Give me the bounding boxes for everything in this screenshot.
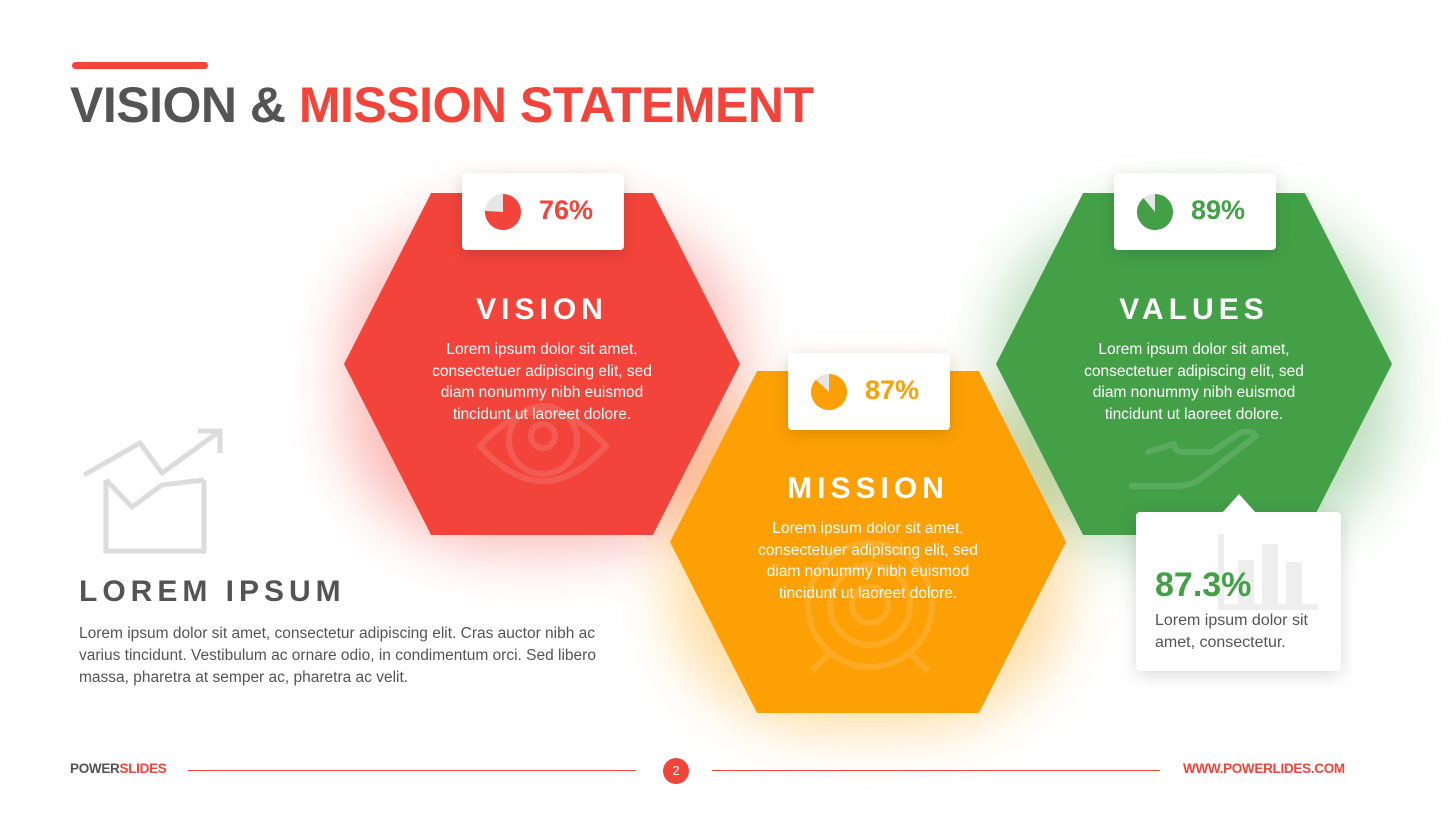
values-title: VALUES (1119, 293, 1269, 326)
footer-brand-part-1: POWER (70, 761, 120, 776)
title-part-2: MISSION STATEMENT (298, 77, 814, 133)
vision-text-line: tincidunt ut laoreet dolore. (452, 405, 632, 423)
mission-pie-icon (811, 374, 848, 410)
mission-text-line: diam nonummy nibh euismod (766, 563, 970, 580)
values-pie-icon (1137, 194, 1174, 230)
values-percent: 89% (1191, 195, 1246, 225)
values-percent-card: 89% (1114, 173, 1276, 250)
mission-text: Lorem ipsum dolor sit amet, consectetuer… (670, 518, 1066, 604)
values-text-line: consectetuer adipiscing elit, sed (1084, 362, 1304, 380)
stat-text: Lorem ipsum dolor sit amet, consectetur. (1155, 612, 1308, 651)
lorem-line: Lorem ipsum dolor sit amet, consectetur … (79, 625, 596, 642)
footer-divider-left (188, 770, 636, 771)
lorem-paragraph: Lorem ipsum dolor sit amet, consectetur … (79, 623, 679, 689)
house-growth-icon (82, 428, 223, 554)
footer-brand-part-2: SLIDES (119, 761, 167, 776)
values-text-line: Lorem ipsum dolor sit amet, (1098, 341, 1290, 358)
lorem-line: varius tincidunt. Vestibulum ac ornare o… (79, 647, 596, 664)
mission-percent: 87% (865, 375, 920, 405)
stat-value: 87.3% (1155, 566, 1252, 604)
stat-card-pointer (1222, 494, 1256, 513)
mission-text-line: Lorem ipsum dolor sit amet, (772, 520, 964, 537)
mission-title: MISSION (787, 472, 949, 505)
bar-chart-icon (1218, 534, 1318, 610)
lorem-title: LOREM IPSUM (79, 575, 346, 608)
eye-icon (476, 403, 610, 484)
footer-url[interactable]: WWW.POWERLIDES.COM (1183, 761, 1345, 776)
title-part-1: VISION & (70, 77, 299, 133)
footer-brand: POWERSLIDES (70, 761, 167, 776)
values-pie-slice (1137, 194, 1174, 230)
values-hexagon (996, 193, 1392, 535)
vision-text-line: diam nonummy nibh euismod (440, 384, 644, 401)
vision-text-line: Lorem ipsum dolor sit amet, (446, 341, 638, 358)
footer-divider-right (712, 770, 1160, 771)
lorem-line: massa, pharetra at semper ac, pharetra a… (79, 669, 409, 686)
target-icon (805, 540, 935, 674)
page-number: 2 (663, 758, 689, 784)
values-text-line: diam nonummy nibh euismod (1092, 384, 1296, 401)
mission-pie-slice (811, 374, 848, 410)
values-text: Lorem ipsum dolor sit amet, consectetuer… (996, 339, 1392, 425)
vision-percent-card: 76% (462, 173, 624, 250)
mission-text-line: tincidunt ut laoreet dolore. (778, 584, 958, 602)
vision-pie-icon (485, 194, 522, 230)
vision-percent: 76% (539, 195, 594, 225)
vision-text: Lorem ipsum dolor sit amet, consectetuer… (344, 339, 740, 425)
vision-hexagon (344, 193, 740, 535)
page-title: VISION & MISSION STATEMENT (70, 76, 814, 134)
hand-icon (1129, 428, 1259, 489)
vision-title: VISION (476, 293, 608, 326)
vision-text-line: consectetuer adipiscing elit, sed (432, 362, 652, 380)
mission-percent-card: 87% (788, 353, 950, 430)
values-text-line: tincidunt ut laoreet dolore. (1104, 405, 1284, 423)
vision-pie-slice (485, 194, 522, 230)
title-accent-bar (72, 62, 208, 69)
mission-text-line: consectetuer adipiscing elit, sed (758, 541, 978, 559)
